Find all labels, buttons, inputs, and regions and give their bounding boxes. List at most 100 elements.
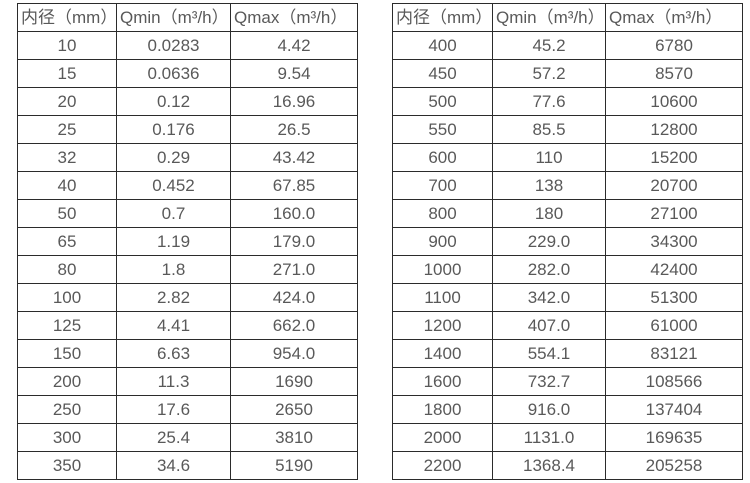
table-row: 1100 342.0 51300: [392, 283, 743, 312]
table-cell: 282.0: [492, 255, 606, 284]
table-row: 900 229.0 34300: [392, 227, 743, 256]
column-header-diameter: 内径（mm）: [392, 3, 493, 32]
table-cell: 32: [17, 143, 117, 172]
table-cell: 0.0636: [116, 59, 231, 88]
table-row: 800 180 27100: [392, 199, 743, 228]
table-cell: 342.0: [492, 283, 606, 312]
table-cell: 450: [392, 59, 493, 88]
table-cell: 424.0: [230, 283, 358, 312]
table-row: 1400 554.1 83121: [392, 339, 743, 368]
table-cell: 800: [392, 199, 493, 228]
table-cell: 15200: [605, 143, 743, 172]
table-cell: 34.6: [116, 451, 231, 480]
table-row: 550 85.5 12800: [392, 115, 743, 144]
table-cell: 25.4: [116, 423, 231, 452]
table-row: 1000 282.0 42400: [392, 255, 743, 284]
table-cell: 80: [17, 255, 117, 284]
table-cell: 407.0: [492, 311, 606, 340]
table-cell: 350: [17, 451, 117, 480]
table-cell: 229.0: [492, 227, 606, 256]
column-header-qmax: Qmax（m³/h）: [605, 3, 743, 32]
table-cell: 15: [17, 59, 117, 88]
table-row: 100 2.82 424.0: [17, 283, 358, 312]
table-cell: 6.63: [116, 339, 231, 368]
table-row: 80 1.8 271.0: [17, 255, 358, 284]
table-cell: 3810: [230, 423, 358, 452]
table-cell: 67.85: [230, 171, 358, 200]
table-row: 32 0.29 43.42: [17, 143, 358, 172]
table-cell: 2650: [230, 395, 358, 424]
table-cell: 180: [492, 199, 606, 228]
table-cell: 179.0: [230, 227, 358, 256]
table-row: 1800 916.0 137404: [392, 395, 743, 424]
table-cell: 250: [17, 395, 117, 424]
table-cell: 137404: [605, 395, 743, 424]
table-cell: 0.452: [116, 171, 231, 200]
table-cell: 20700: [605, 171, 743, 200]
table-row: 1200 407.0 61000: [392, 311, 743, 340]
table-cell: 1600: [392, 367, 493, 396]
table-cell: 25: [17, 115, 117, 144]
table-cell: 40: [17, 171, 117, 200]
table-cell: 662.0: [230, 311, 358, 340]
table-cell: 77.6: [492, 87, 606, 116]
table-row: 700 138 20700: [392, 171, 743, 200]
table-cell: 12800: [605, 115, 743, 144]
column-header-qmin: Qmin（m³/h）: [492, 3, 606, 32]
table-cell: 916.0: [492, 395, 606, 424]
table-cell: 26.5: [230, 115, 358, 144]
table-cell: 700: [392, 171, 493, 200]
table-row: 25 0.176 26.5: [17, 115, 358, 144]
table-cell: 271.0: [230, 255, 358, 284]
table-header-row: 内径（mm） Qmin（m³/h） Qmax（m³/h）: [392, 3, 743, 32]
table-cell: 51300: [605, 283, 743, 312]
table-cell: 500: [392, 87, 493, 116]
column-header-diameter: 内径（mm）: [17, 3, 117, 32]
table-cell: 83121: [605, 339, 743, 368]
table-row: 2000 1131.0 169635: [392, 423, 743, 452]
table-cell: 100: [17, 283, 117, 312]
table-cell: 2200: [392, 451, 493, 480]
table-cell: 6780: [605, 31, 743, 60]
table-row: 20 0.12 16.96: [17, 87, 358, 116]
table-cell: 0.12: [116, 87, 231, 116]
table-row: 200 11.3 1690: [17, 367, 358, 396]
table-cell: 5190: [230, 451, 358, 480]
table-cell: 1.19: [116, 227, 231, 256]
flow-rate-table-large-diameters: 内径（mm） Qmin（m³/h） Qmax（m³/h） 400 45.2 6780…: [392, 3, 743, 480]
table-row: 10 0.0283 4.42: [17, 31, 358, 60]
table-header-row: 内径（mm） Qmin（m³/h） Qmax（m³/h）: [17, 3, 358, 32]
table-cell: 61000: [605, 311, 743, 340]
table-cell: 108566: [605, 367, 743, 396]
table-cell: 85.5: [492, 115, 606, 144]
table-cell: 138: [492, 171, 606, 200]
table-cell: 1100: [392, 283, 493, 312]
table-cell: 150: [17, 339, 117, 368]
table-cell: 554.1: [492, 339, 606, 368]
column-header-qmin: Qmin（m³/h）: [116, 3, 231, 32]
table-row: 500 77.6 10600: [392, 87, 743, 116]
table-cell: 1131.0: [492, 423, 606, 452]
table-row: 250 17.6 2650: [17, 395, 358, 424]
table-cell: 20: [17, 87, 117, 116]
table-cell: 732.7: [492, 367, 606, 396]
table-cell: 169635: [605, 423, 743, 452]
table-cell: 10600: [605, 87, 743, 116]
table-cell: 17.6: [116, 395, 231, 424]
table-cell: 200: [17, 367, 117, 396]
table-cell: 65: [17, 227, 117, 256]
table-cell: 4.41: [116, 311, 231, 340]
table-cell: 50: [17, 199, 117, 228]
table-cell: 1400: [392, 339, 493, 368]
table-cell: 34300: [605, 227, 743, 256]
table-row: 65 1.19 179.0: [17, 227, 358, 256]
table-cell: 2000: [392, 423, 493, 452]
table-row: 450 57.2 8570: [392, 59, 743, 88]
table-cell: 9.54: [230, 59, 358, 88]
flow-rate-table-small-diameters: 内径（mm） Qmin（m³/h） Qmax（m³/h） 10 0.0283 4.4…: [17, 3, 358, 480]
table-row: 125 4.41 662.0: [17, 311, 358, 340]
table-row: 150 6.63 954.0: [17, 339, 358, 368]
table-cell: 45.2: [492, 31, 606, 60]
table-row: 1600 732.7 108566: [392, 367, 743, 396]
